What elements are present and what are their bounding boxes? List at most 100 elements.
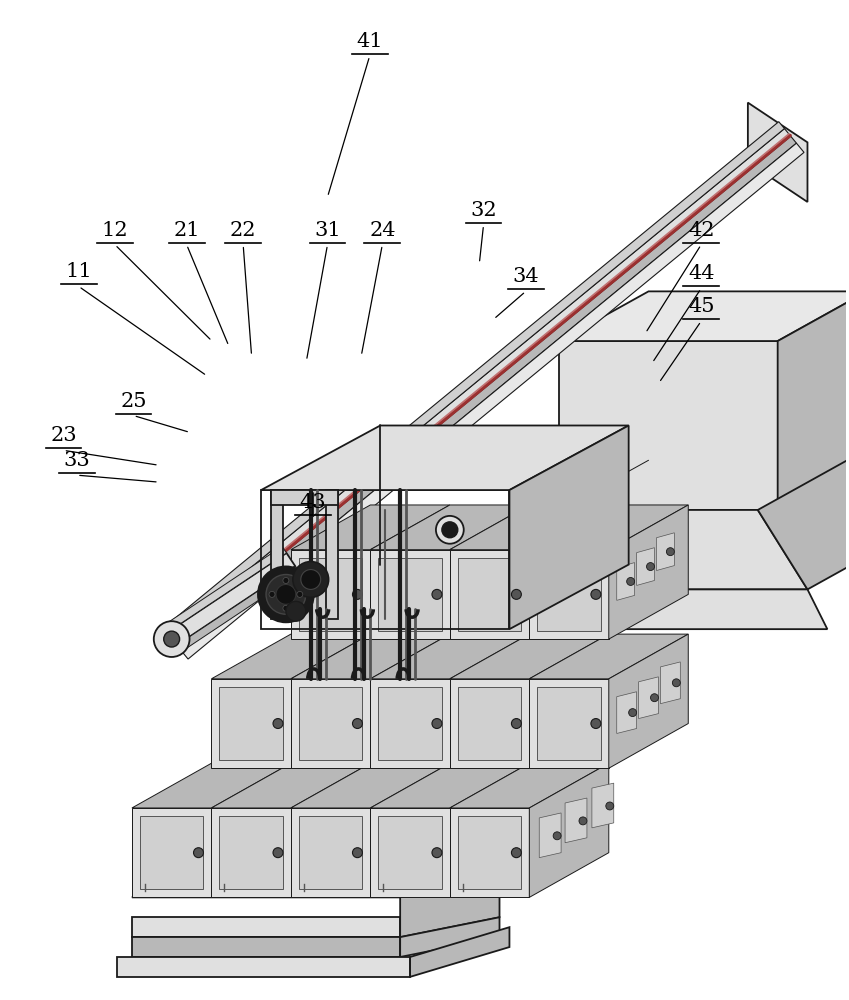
Circle shape (194, 848, 204, 858)
Polygon shape (261, 425, 628, 490)
Polygon shape (458, 687, 521, 760)
Text: 12: 12 (102, 221, 128, 240)
Polygon shape (291, 634, 450, 679)
Polygon shape (537, 687, 601, 760)
Text: 34: 34 (513, 267, 539, 286)
Text: 42: 42 (688, 221, 714, 240)
Polygon shape (132, 808, 211, 897)
Polygon shape (616, 692, 637, 733)
Polygon shape (132, 848, 499, 897)
Polygon shape (291, 808, 370, 897)
Polygon shape (450, 679, 529, 768)
Circle shape (628, 709, 637, 717)
Circle shape (650, 694, 659, 702)
Circle shape (672, 679, 680, 687)
Polygon shape (410, 927, 509, 977)
Polygon shape (291, 679, 370, 768)
Polygon shape (379, 816, 441, 889)
Circle shape (154, 621, 189, 657)
Polygon shape (565, 798, 587, 843)
Circle shape (276, 584, 295, 604)
Polygon shape (656, 533, 674, 571)
Circle shape (666, 548, 674, 556)
Polygon shape (661, 662, 680, 704)
Circle shape (511, 719, 521, 728)
Polygon shape (450, 763, 609, 808)
Polygon shape (117, 957, 410, 977)
Text: 41: 41 (357, 32, 383, 51)
Polygon shape (450, 634, 609, 679)
Circle shape (352, 589, 363, 599)
Polygon shape (400, 917, 499, 957)
Circle shape (283, 605, 289, 611)
Polygon shape (537, 558, 601, 631)
Polygon shape (370, 763, 529, 808)
Circle shape (269, 591, 275, 597)
Polygon shape (211, 679, 291, 768)
Polygon shape (458, 816, 521, 889)
Circle shape (511, 589, 521, 599)
Polygon shape (176, 566, 300, 652)
Polygon shape (211, 763, 370, 808)
Circle shape (283, 577, 289, 583)
Polygon shape (450, 550, 529, 639)
Circle shape (441, 522, 458, 538)
Polygon shape (291, 550, 370, 639)
Circle shape (432, 589, 441, 599)
Circle shape (352, 719, 363, 728)
Polygon shape (529, 763, 609, 897)
Circle shape (647, 563, 655, 571)
Circle shape (164, 631, 180, 647)
Polygon shape (379, 687, 441, 760)
Circle shape (579, 817, 587, 825)
Polygon shape (609, 634, 689, 768)
Polygon shape (529, 679, 609, 768)
Polygon shape (163, 122, 784, 635)
Polygon shape (529, 510, 807, 589)
Polygon shape (509, 425, 628, 629)
Polygon shape (219, 687, 283, 760)
Circle shape (591, 589, 601, 599)
Text: 23: 23 (50, 426, 76, 445)
Text: 21: 21 (173, 221, 200, 240)
Polygon shape (291, 763, 450, 808)
Text: 43: 43 (300, 493, 327, 512)
Polygon shape (326, 490, 338, 619)
Polygon shape (529, 505, 689, 550)
Polygon shape (748, 103, 807, 202)
Polygon shape (400, 848, 499, 937)
Polygon shape (132, 937, 400, 957)
Polygon shape (638, 677, 659, 719)
Polygon shape (370, 550, 450, 639)
Polygon shape (529, 634, 689, 679)
Text: 25: 25 (121, 392, 147, 411)
Polygon shape (219, 816, 283, 889)
Circle shape (432, 719, 441, 728)
Polygon shape (758, 460, 849, 589)
Polygon shape (450, 808, 529, 897)
Polygon shape (450, 505, 609, 550)
Polygon shape (299, 687, 363, 760)
Circle shape (266, 575, 306, 614)
Polygon shape (132, 917, 400, 937)
Circle shape (286, 601, 306, 621)
Circle shape (511, 848, 521, 858)
Circle shape (432, 848, 441, 858)
Circle shape (436, 516, 464, 544)
Circle shape (352, 848, 363, 858)
Polygon shape (175, 136, 796, 650)
Polygon shape (299, 816, 363, 889)
Circle shape (591, 719, 601, 728)
Polygon shape (458, 558, 521, 631)
Circle shape (258, 567, 314, 622)
Polygon shape (167, 553, 295, 646)
Text: 31: 31 (314, 221, 341, 240)
Polygon shape (370, 505, 529, 550)
Polygon shape (509, 589, 827, 629)
Text: 33: 33 (64, 451, 90, 470)
Polygon shape (140, 816, 204, 889)
Polygon shape (559, 291, 849, 341)
Circle shape (554, 832, 561, 840)
Polygon shape (299, 558, 363, 631)
Circle shape (293, 562, 329, 597)
